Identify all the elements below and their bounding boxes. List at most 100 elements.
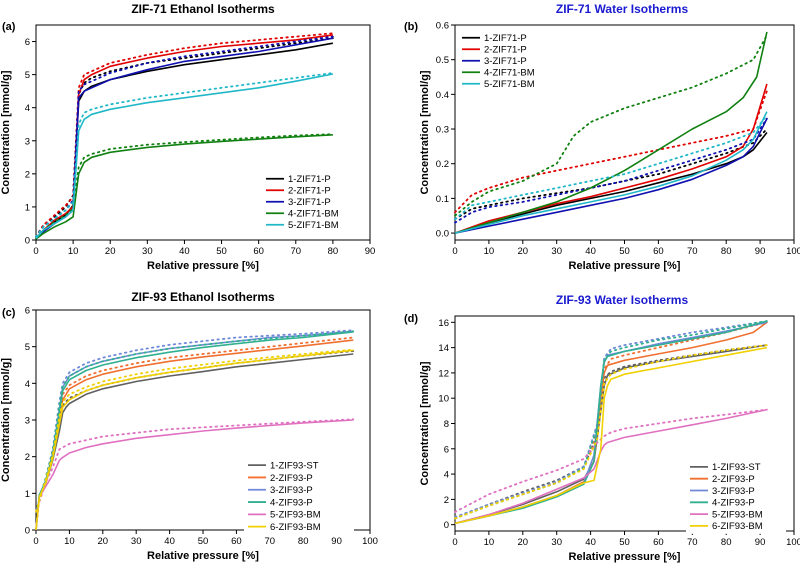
x-tick-label: 50 [619,246,630,257]
y-tick-label: 0.3 [436,125,449,136]
plot-frame [35,24,371,241]
x-tick-label: 90 [755,246,766,257]
y-tick-label: 5 [25,342,30,353]
legend-entry: 5-ZIF71-BM [484,79,535,90]
x-tick-label: 20 [105,246,116,257]
chart-title: ZIF-93 Ethanol Isotherms [131,290,275,304]
legend-entry: 2-ZIF71-P [288,186,331,197]
x-tick-label: 80 [298,536,309,547]
x-tick-label: 90 [755,537,766,548]
series-line [35,419,354,531]
x-tick-label: 100 [786,537,800,548]
panel-label: (a) [2,21,16,33]
x-tick-label: 70 [265,536,276,547]
series-desorption-line [454,408,768,513]
y-tick-label: 4 [25,379,30,390]
y-tick-label: 8 [444,419,449,430]
x-tick-label: 40 [585,246,596,257]
series-desorption-line [35,72,334,238]
x-tick-label: 40 [179,246,190,257]
legend-entry: 3-ZIF71-P [288,197,331,208]
y-tick-label: 0.5 [436,55,449,66]
x-axis-label: Relative pressure [%] [147,260,259,272]
series-line [454,31,768,234]
y-axis-label: Concentration [mmol/g] [0,70,12,194]
legend-entry: 2-ZIF93-P [712,474,755,485]
legend-entry: 2-ZIF93-P [270,473,313,484]
legend-entry: 6-ZIF93-BM [270,522,321,533]
legend-entry: 4-ZIF71-BM [484,68,535,79]
legend-entry: 6-ZIF93-BM [712,521,763,532]
x-tick-label: 30 [551,246,562,257]
y-tick-label: 0 [25,236,30,247]
legend-entry: 4-ZIF93-P [712,498,755,509]
x-tick-label: 90 [331,536,342,547]
x-tick-label: 40 [164,536,175,547]
legend-entry: 3-ZIF93-P [270,485,313,496]
series-desorption-line [454,114,768,221]
y-axis-label: Concentration [mmol/g] [0,358,12,482]
series-line [454,111,768,234]
x-tick-label: 70 [687,537,698,548]
y-tick-label: 0.4 [436,90,449,101]
x-tick-label: 30 [551,537,562,548]
x-tick-label: 10 [484,246,495,257]
x-axis-label: Relative pressure [%] [569,260,681,272]
series-line [35,34,334,239]
series-desorption-line [454,128,768,221]
x-tick-label: 100 [786,246,800,257]
y-tick-label: 16 [438,318,449,329]
y-tick-label: 12 [438,368,449,379]
x-tick-label: 70 [290,246,301,257]
x-axis-label: Relative pressure [%] [147,550,259,562]
series-line [454,408,768,525]
x-tick-label: 20 [518,537,529,548]
y-tick-label: 4 [25,103,30,114]
legend-entry: 4-ZIF93-P [270,497,313,508]
legend-entry: 5-ZIF93-BM [270,510,321,521]
x-tick-label: 50 [619,537,630,548]
legend-entry: 1-ZIF71-P [288,174,331,185]
series-desorption-line [454,90,768,214]
chart-panel-2: ZIF-93 Ethanol Isotherms(c)0 10 20 30 40 50 60… [0,290,378,562]
legend-entry: 1-ZIF93-ST [712,462,761,473]
series-desorption-line [35,32,334,238]
series-line [454,118,768,234]
legend-box [244,455,354,535]
y-tick-label: 10 [438,394,449,405]
legend-entry: 4-ZIF71-BM [288,209,339,220]
series-desorption-line [35,35,334,238]
legend-entry: 1-ZIF71-P [484,33,527,44]
series-desorption-line [454,320,768,518]
series-desorption-line [35,133,334,240]
x-tick-label: 60 [653,246,664,257]
panel-label: (c) [2,307,16,319]
legend-entry: 3-ZIF93-P [712,486,755,497]
x-tick-label: 0 [33,536,38,547]
x-axis-label: Relative pressure [%] [569,551,681,563]
y-tick-label: 0 [25,526,30,537]
x-tick-label: 0 [33,246,38,257]
series-desorption-line [454,117,768,224]
chart-panel-3: ZIF-93 Water Isotherms(d)0 10 20 30 40 50 60 70… [404,293,800,563]
y-tick-label: 0 [444,520,449,531]
series-line [35,349,354,531]
legend-entry: 2-ZIF71-P [484,45,527,56]
x-tick-label: 10 [64,536,75,547]
y-tick-label: 6 [25,306,30,317]
y-axis-label: Concentration [mmol/g] [419,70,431,194]
chart-title: ZIF-93 Water Isotherms [556,293,689,307]
x-tick-label: 60 [653,537,664,548]
chart-title: ZIF-71 Water Isotherms [556,2,689,16]
x-tick-label: 30 [131,536,142,547]
series-desorption-line [35,418,355,513]
chart-panel-0: ZIF-71 Ethanol Isotherms(a)0 10 20 30 40 50 60… [0,2,375,272]
y-tick-label: 0.0 [436,229,449,240]
x-tick-label: 50 [216,246,227,257]
y-axis-label: Concentration [mmol/g] [419,361,431,485]
legend-entry: 5-ZIF71-BM [288,220,339,231]
y-tick-label: 14 [438,343,449,354]
legend-box [686,457,786,534]
series-line [454,83,768,234]
